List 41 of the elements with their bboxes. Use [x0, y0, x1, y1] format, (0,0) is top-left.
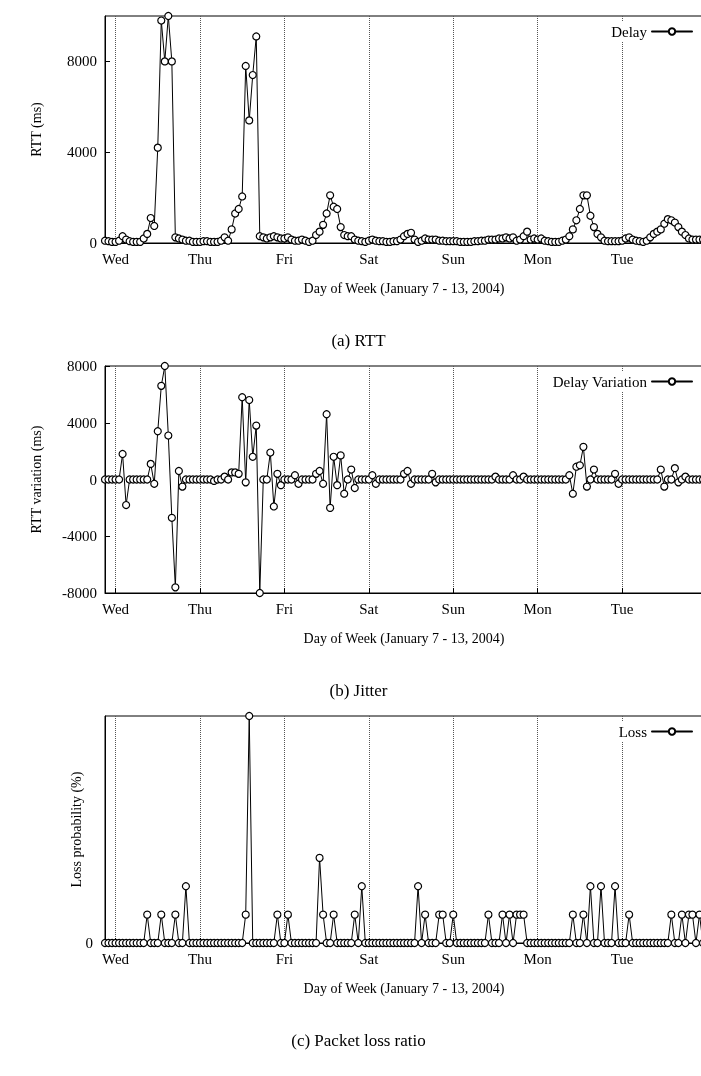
x-tick-label: Thu: [187, 950, 213, 967]
y-axis-title: Loss probability (%): [68, 771, 85, 888]
y-axis-title: RTT variation (ms): [28, 425, 45, 534]
x-tick-label: Sun: [441, 600, 466, 617]
legend-label: Delay: [611, 23, 648, 40]
legend-label: Delay Variation: [552, 373, 648, 390]
x-tick-label: Wed: [101, 250, 130, 267]
x-tick-label: Sun: [441, 250, 466, 267]
x-tick-label: Tue: [610, 250, 634, 267]
x-tick-label: Mon: [523, 600, 553, 617]
x-tick-label: Mon: [523, 250, 553, 267]
x-tick-label: Sat: [359, 950, 380, 967]
x-tick-label: Thu: [187, 250, 213, 267]
x-tick-label: Mon: [523, 950, 553, 967]
y-tick-label: 8000: [67, 53, 97, 70]
y-tick-label: -4000: [62, 528, 97, 545]
y-axis-title: RTT (ms): [28, 101, 45, 157]
x-tick-label: Tue: [610, 950, 634, 967]
text: (a) RTT: [331, 331, 387, 350]
x-tick-label: Thu: [187, 600, 213, 617]
x-tick-label: Fri: [275, 250, 294, 267]
x-tick-label: Fri: [275, 600, 294, 617]
x-tick-label: Sun: [441, 950, 466, 967]
x-axis-title: Day of Week (January 7 - 13, 2004): [303, 280, 505, 297]
text: (c) Packet loss ratio: [291, 1031, 426, 1050]
y-tick-label: 8000: [67, 358, 97, 374]
y-tick-label: 4000: [67, 414, 97, 431]
text: (b) Jitter: [329, 681, 388, 700]
x-tick-label: Tue: [610, 600, 634, 617]
x-tick-label: Fri: [275, 950, 294, 967]
x-tick-label: Wed: [101, 950, 130, 967]
legend-label: Loss: [618, 723, 648, 740]
x-tick-label: Sat: [359, 250, 380, 267]
x-axis-title: Day of Week (January 7 - 13, 2004): [303, 630, 505, 647]
y-tick-label: 0: [89, 235, 97, 251]
x-tick-label: Wed: [101, 600, 130, 617]
y-tick-label: 4000: [67, 144, 97, 161]
x-axis-title: Day of Week (January 7 - 13, 2004): [303, 980, 505, 997]
y-tick-label: -8000: [62, 585, 97, 601]
y-tick-label: 0: [89, 471, 97, 488]
x-tick-label: Sat: [359, 600, 380, 617]
